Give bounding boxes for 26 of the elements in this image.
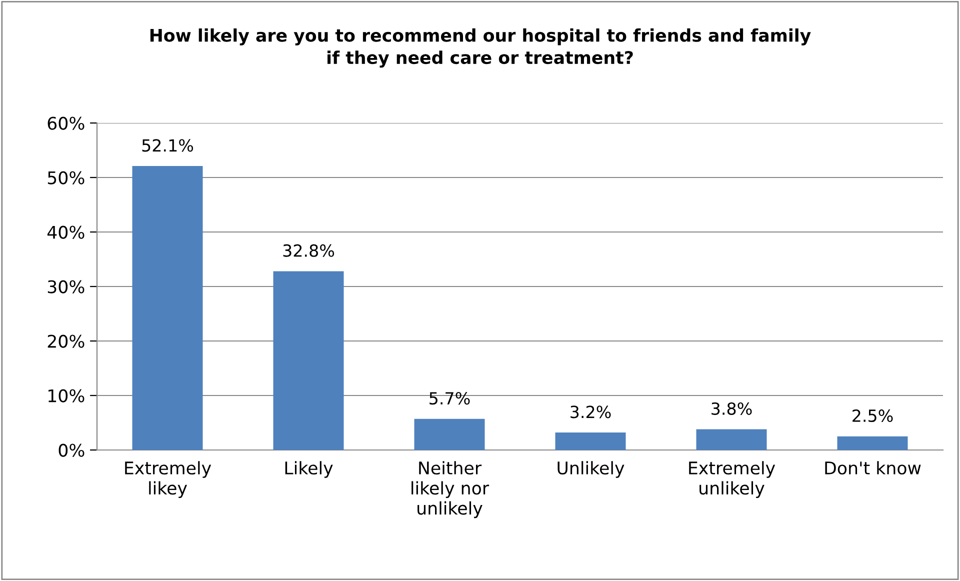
y-tick-label: 60% xyxy=(48,116,84,130)
data-label: 52.1% xyxy=(142,139,194,152)
y-tick-label: 20% xyxy=(48,334,84,348)
bar xyxy=(132,166,203,450)
data-label: 32.8% xyxy=(283,244,334,257)
x-tick-label: Extremely unlikely xyxy=(689,461,776,498)
y-tick-label: 50% xyxy=(48,171,84,184)
x-tick-label: Extremely likey xyxy=(125,461,212,498)
bar xyxy=(696,429,767,450)
data-label: 2.5% xyxy=(852,409,893,422)
chart-title: How likely are you to recommend our hospital to friends and family if they need care or treatment? xyxy=(150,28,811,68)
x-tick-label: Likely xyxy=(285,461,333,478)
x-tick-label: Neither likely nor unlikely xyxy=(412,461,490,518)
data-label: 3.2% xyxy=(570,406,611,418)
bar xyxy=(837,436,908,450)
x-tick-label: Unlikely xyxy=(558,461,624,478)
bar xyxy=(273,271,344,450)
y-tick-label: 0% xyxy=(58,444,84,457)
bar xyxy=(414,418,485,450)
y-tick-label: 10% xyxy=(48,389,84,402)
bar xyxy=(555,432,626,450)
data-label: 3.8% xyxy=(712,402,752,415)
y-tick-label: 40% xyxy=(47,226,84,239)
y-tick-label: 30% xyxy=(48,280,84,294)
x-tick-label: Don't know xyxy=(825,461,921,475)
data-label: 5.7% xyxy=(430,392,470,405)
